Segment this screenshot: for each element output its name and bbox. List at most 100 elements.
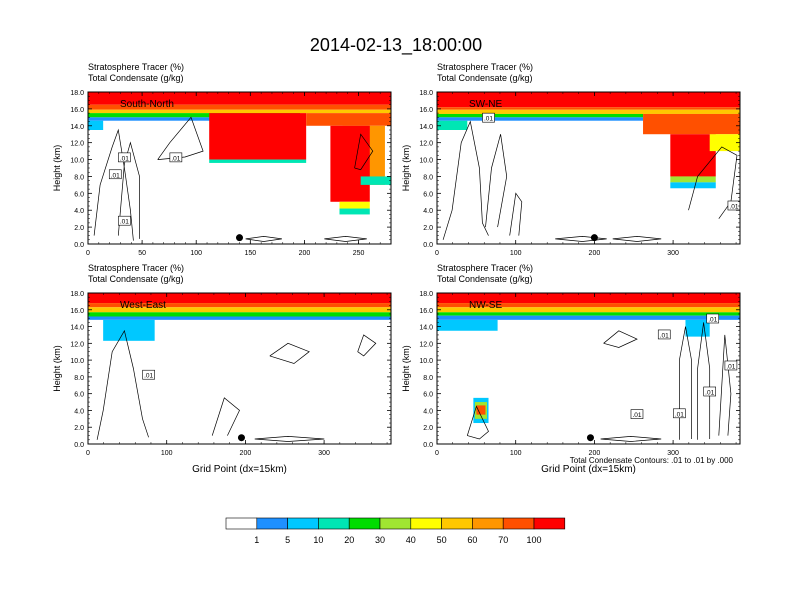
contour-label: .01 [705,389,714,396]
tracer-band [209,159,307,163]
tracer-band [88,293,391,304]
panel-line1: Stratosphere Tracer (%) [437,62,533,72]
condensate-contour [509,192,523,236]
y-tick-label: 10.0 [70,358,84,365]
plot-area: South-North .01 .01 .01 .01 [88,92,391,244]
contour-label-box [703,386,717,397]
condensate-contour [96,329,149,440]
condensate-contour [93,128,134,241]
x-tick-label: 0 [435,250,439,257]
condensate-contour [354,133,374,171]
tracer-band [339,201,370,209]
tracer-band [88,92,391,105]
y-tick-label: 18.0 [419,90,433,97]
y-tick-label: 4.0 [74,408,84,415]
colorbar-swatch [472,517,504,530]
colorbar-label: 70 [498,535,508,545]
contour-label: .01 [660,332,669,339]
condensate-contour [245,236,282,242]
x-tick-label: 100 [510,250,522,257]
plot-area: NW-SE .01 .01 .01 .01 .01 .01 [437,293,740,444]
plot-area: SW-NE .01 .01 [437,92,740,244]
colorbar-label: 50 [437,535,447,545]
condensate-contour [718,334,732,436]
panel-label: South-North [120,99,174,110]
y-tick-label: 16.0 [70,107,84,114]
colorbar-label: 60 [467,535,477,545]
panel-line2: Total Condensate (g/kg) [437,274,533,284]
plot-area: West-East .01 [88,293,391,444]
x-tick-label: 0 [435,450,439,457]
contour-label: .01 [484,116,493,123]
colorbar-swatch [379,517,412,530]
tracer-band [670,182,716,189]
tracer-band [88,109,391,114]
tracer-band [437,113,644,118]
x-tick-label: 100 [161,450,173,457]
tracer-band [103,319,155,341]
contour-label-box [169,152,183,163]
location-marker [237,434,245,442]
y-tick-label: 8.0 [423,375,433,382]
tracer-band [88,117,301,121]
y-tick-label: 8.0 [423,174,433,181]
panel-2: Stratosphere Tracer (%)Total Condensate … [401,62,741,257]
tracer-band [437,319,498,331]
tracer-band [476,405,486,415]
tracer-band [88,303,391,308]
condensate-contour [357,334,377,357]
y-tick-label: 6.0 [74,191,84,198]
panel-line1: Stratosphere Tracer (%) [437,263,533,273]
location-marker [586,434,594,442]
contour-label: .01 [729,204,738,211]
y-tick-label: 16.0 [419,308,433,315]
y-tick-label: 10.0 [419,358,433,365]
contour-label-box [706,313,720,324]
x-tick-label: 250 [353,250,365,257]
colorbar-swatch [502,517,535,530]
x-axis-label: Grid Point (dx=15km) [192,464,287,475]
colorbar: 1 5 10 20 30 40 50 60 70 100 [225,517,566,545]
y-tick-label: 14.0 [419,325,433,332]
condensate-contour [679,326,692,440]
panel-label: NW-SE [469,300,502,311]
y-tick-label: 6.0 [423,191,433,198]
contour-label: .01 [120,219,129,226]
tracer-band [670,176,716,183]
colorbar-swatch [533,517,566,530]
y-tick-label: 18.0 [419,291,433,298]
condensate-contour [600,436,662,442]
panel-line2: Total Condensate (g/kg) [88,274,184,284]
panels: Stratosphere Tracer (%)Total Condensate … [52,62,741,475]
colorbar-label: 30 [375,535,385,545]
colorbar-swatch [225,517,258,530]
colorbar-swatch [318,517,350,530]
contour-footnote: Total Condensate Contours: .01 to .01 by… [570,456,734,465]
y-tick-label: 18.0 [70,90,84,97]
x-tick-label: 200 [240,450,252,457]
panel-label: West-East [120,300,166,311]
y-tick-label: 12.0 [70,341,84,348]
y-tick-label: 10.0 [70,158,84,165]
contour-label: .01 [120,155,129,162]
x-tick-label: 50 [138,250,146,257]
tracer-band [209,113,307,160]
tracer-band [437,312,740,316]
panel-3: Stratosphere Tracer (%)Total Condensate … [52,263,392,475]
panel-1: Stratosphere Tracer (%)Total Condensate … [52,62,392,257]
colorbar-label: 20 [344,535,354,545]
tracer-band [437,92,740,108]
condensate-contour [485,134,508,228]
y-tick-label: 0.0 [74,442,84,449]
y-tick-label: 12.0 [419,341,433,348]
tracer-band [437,109,740,114]
condensate-contour [555,236,607,242]
y-axis-label: Height (km) [52,345,62,392]
y-tick-label: 8.0 [74,174,84,181]
colorbar-label: 100 [526,535,541,545]
x-tick-label: 100 [190,250,202,257]
panel-line1: Stratosphere Tracer (%) [88,263,184,273]
figure-title: 2014-02-13_18:00:00 [310,35,482,56]
contour-label: .01 [171,155,180,162]
